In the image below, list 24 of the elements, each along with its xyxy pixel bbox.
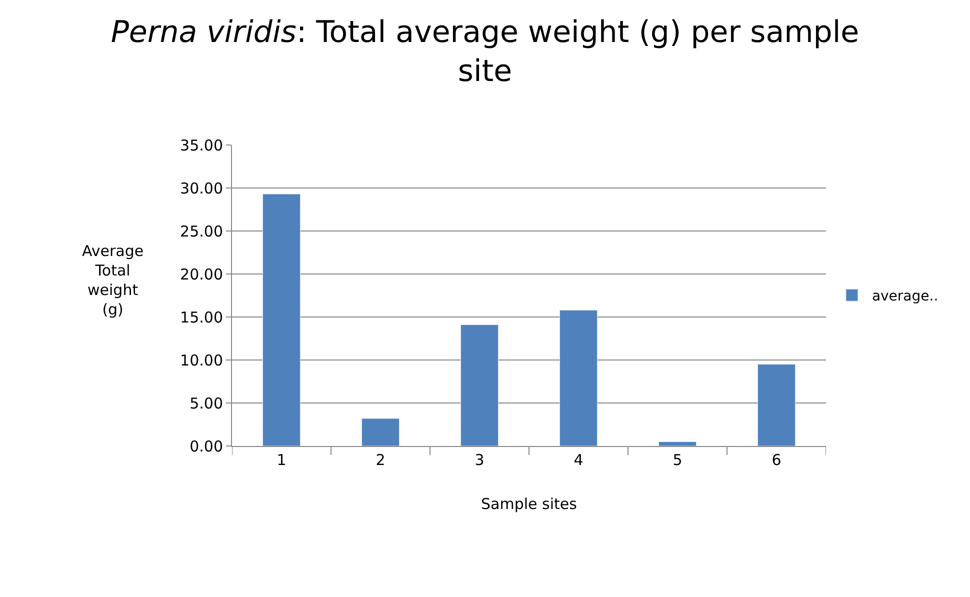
x-axis-title: Sample sites	[481, 495, 578, 513]
x-tick-label: 1	[276, 451, 286, 469]
x-tick-label: 4	[574, 451, 584, 469]
bar	[361, 418, 400, 446]
x-tick-label: 3	[474, 451, 484, 469]
y-tick-label: 25.00	[180, 222, 223, 240]
chart-title: Perna viridis: Total average weight (g) per sample site	[110, 14, 860, 89]
x-tick-label: 2	[376, 451, 386, 469]
y-tick-label: 5.00	[190, 394, 223, 412]
bar	[262, 194, 301, 446]
y-tick-label: 0.00	[190, 437, 223, 456]
bar	[757, 364, 796, 446]
y-tick-label: 15.00	[180, 308, 223, 326]
bar	[559, 310, 598, 446]
x-tick-label: 6	[772, 451, 782, 469]
y-axis-title: Average Total weight (g)	[82, 242, 144, 318]
y-tick-label: 20.00	[180, 265, 223, 284]
bar	[658, 441, 697, 446]
bar	[460, 324, 499, 446]
x-tick-label: 5	[672, 451, 682, 469]
y-tick-label: 35.00	[180, 136, 223, 154]
legend-label: average..	[872, 288, 938, 305]
y-tick-label: 30.00	[180, 179, 223, 198]
y-tick-label: 10.00	[180, 351, 223, 370]
